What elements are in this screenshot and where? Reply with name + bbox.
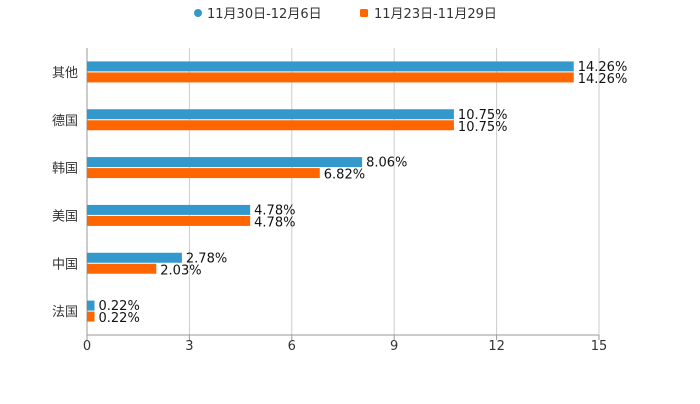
data-label-series-2: 10.75% [458,120,508,135]
legend-label-series-1[interactable]: 11月30日-12月6日 [207,7,322,22]
bar-series-1-其他[interactable] [87,61,574,72]
bars [87,61,574,322]
bar-series-2-中国[interactable] [87,263,157,274]
category-label: 韩国 [52,162,78,177]
data-label-series-2: 2.03% [160,263,201,278]
bar-series-2-德国[interactable] [87,120,454,131]
x-tick-label: 12 [488,339,505,354]
legend: 11月30日-12月6日 11月23日-11月29日 [194,7,497,22]
bar-series-1-德国[interactable] [87,109,454,120]
x-tick-labels: 0 3 6 9 12 15 [83,339,607,354]
legend-marker-series-2[interactable] [360,9,368,17]
data-label-series-1: 10.75% [458,108,508,123]
bar-series-1-美国[interactable] [87,204,251,215]
data-label-series-2: 0.22% [99,311,140,326]
data-label-series-2: 6.82% [324,168,365,183]
bar-series-2-美国[interactable] [87,215,251,226]
x-tick-label: 3 [185,339,193,354]
bar-series-1-中国[interactable] [87,252,182,263]
bar-series-1-法国[interactable] [87,300,95,311]
data-labels: 14.26%14.26% 10.75%10.75% 8.06%6.82% 4.78%4… [99,60,628,326]
data-label-series-2: 4.78% [254,215,295,230]
bar-series-2-其他[interactable] [87,72,574,83]
x-tick-label: 15 [591,339,608,354]
bar-series-2-韩国[interactable] [87,168,320,179]
category-label: 法国 [52,305,78,320]
data-label-series-1: 4.78% [254,203,295,218]
legend-label-series-2[interactable]: 11月23日-11月29日 [374,7,497,22]
category-label: 中国 [52,257,78,272]
x-tick-label: 9 [390,339,398,354]
gridlines [188,48,600,335]
data-label-series-1: 0.22% [99,299,140,314]
bar-series-2-法国[interactable] [87,311,95,322]
data-label-series-1: 2.78% [186,251,227,266]
category-label: 其他 [52,66,78,81]
axes [86,48,600,340]
data-label-series-2: 14.26% [578,72,628,87]
data-label-series-1: 14.26% [578,60,628,75]
bar-series-1-韩国[interactable] [87,157,363,168]
data-label-series-1: 8.06% [366,156,407,171]
x-tick-label: 6 [288,339,296,354]
category-label: 德国 [52,114,78,129]
legend-marker-series-1[interactable] [194,9,202,17]
x-tick-label: 0 [83,339,91,354]
category-label: 美国 [52,209,78,224]
